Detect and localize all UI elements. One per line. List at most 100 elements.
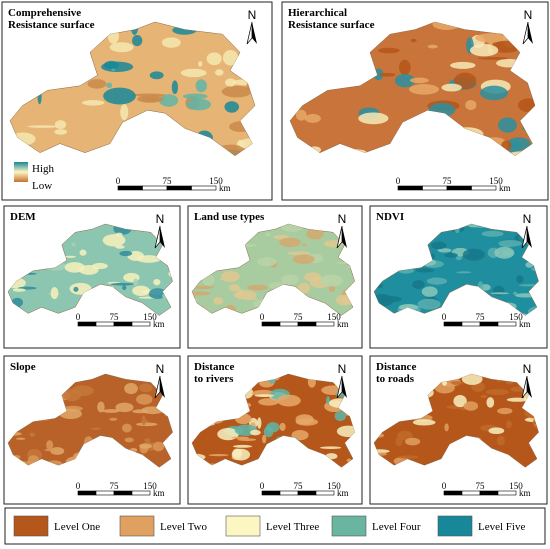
texture-patch — [109, 417, 118, 421]
texture-patch — [498, 240, 522, 247]
texture-patch — [63, 388, 82, 402]
legend-label: Level One — [54, 521, 100, 533]
north-label: N — [248, 8, 257, 22]
texture-patch — [437, 248, 452, 253]
scale-bar — [77, 490, 97, 496]
texture-patch — [306, 229, 324, 240]
texture-patch — [421, 286, 438, 297]
texture-patch — [279, 237, 301, 248]
texture-patch — [444, 252, 458, 258]
texture-patch — [54, 120, 67, 130]
legend-label: Level Two — [160, 521, 207, 533]
legend-label: Level Four — [372, 521, 421, 533]
texture-patch — [404, 437, 421, 446]
texture-patch — [206, 52, 222, 66]
texture-patch — [132, 93, 166, 97]
panel-title: Resistance surface — [288, 19, 375, 31]
texture-patch — [133, 278, 139, 287]
texture-patch — [488, 427, 505, 435]
texture-patch — [320, 274, 343, 287]
texture-patch — [461, 374, 483, 385]
legend-swatch — [331, 515, 367, 537]
texture-patch — [258, 398, 279, 406]
scale-label: 0 — [396, 176, 401, 186]
texture-patch — [122, 285, 127, 291]
scale-bar — [131, 490, 151, 496]
texture-patch — [46, 440, 54, 450]
texture-patch — [277, 394, 301, 407]
texture-patch — [250, 429, 261, 436]
texture-patch — [103, 87, 136, 105]
texture-patch — [412, 280, 425, 290]
texture-patch — [180, 68, 207, 78]
scale-label: 0 — [260, 312, 265, 322]
texture-patch — [397, 430, 413, 441]
texture-patch — [434, 381, 455, 394]
scale-bar — [142, 185, 168, 191]
texture-patch — [136, 422, 158, 427]
texture-patch — [496, 435, 505, 446]
scale-bar — [471, 185, 497, 191]
texture-patch — [139, 443, 153, 449]
texture-patch — [410, 38, 417, 43]
scale-bar — [315, 321, 335, 327]
scale-label: 150 — [509, 481, 523, 491]
north-arrow — [336, 375, 343, 399]
texture-patch — [195, 79, 207, 93]
texture-patch — [136, 393, 153, 405]
scale-bar — [261, 321, 281, 327]
panel-title: Land use types — [194, 211, 265, 223]
texture-patch — [477, 56, 509, 60]
texture-patch — [221, 85, 252, 98]
north-arrow — [521, 225, 528, 249]
panel-title: DEM — [10, 211, 36, 223]
legend-swatch — [119, 515, 155, 537]
gradient-bar — [14, 162, 28, 182]
scale-label: 0 — [442, 312, 447, 322]
scale-label: 150 — [509, 312, 523, 322]
scale-bar — [497, 321, 517, 327]
texture-patch — [398, 304, 419, 311]
legend-label: Level Five — [478, 521, 525, 533]
scale-label: 150 — [143, 312, 157, 322]
texture-patch — [506, 420, 512, 429]
scale-bar — [443, 490, 463, 496]
texture-patch — [71, 242, 76, 247]
gradient-low: Low — [32, 180, 52, 192]
texture-patch — [54, 129, 68, 135]
texture-patch — [399, 59, 411, 76]
scale-bar — [479, 490, 499, 496]
texture-patch — [320, 446, 342, 450]
panel-title: to roads — [376, 373, 415, 385]
texture-patch — [415, 268, 435, 273]
north-label: N — [156, 212, 165, 226]
texture-patch — [237, 438, 257, 442]
scale-unit: km — [219, 183, 231, 193]
north-arrow — [527, 376, 532, 398]
texture-patch — [91, 427, 101, 430]
texture-patch — [228, 284, 240, 292]
texture-patch — [121, 423, 132, 433]
texture-patch — [427, 44, 438, 49]
texture-patch — [481, 230, 504, 237]
scale-unit: km — [499, 183, 511, 193]
texture-patch — [109, 42, 134, 53]
texture-patch — [462, 248, 485, 261]
texture-patch — [475, 33, 507, 43]
north-arrow — [160, 376, 165, 398]
scale-bar — [422, 185, 448, 191]
texture-patch — [136, 255, 161, 263]
scale-label: 75 — [443, 176, 453, 186]
north-arrow — [342, 376, 347, 398]
texture-patch — [412, 419, 436, 426]
texture-patch — [222, 49, 239, 66]
north-label: N — [338, 362, 347, 376]
scale-bar — [113, 321, 133, 327]
texture-patch — [79, 249, 87, 256]
north-label: N — [523, 212, 532, 226]
